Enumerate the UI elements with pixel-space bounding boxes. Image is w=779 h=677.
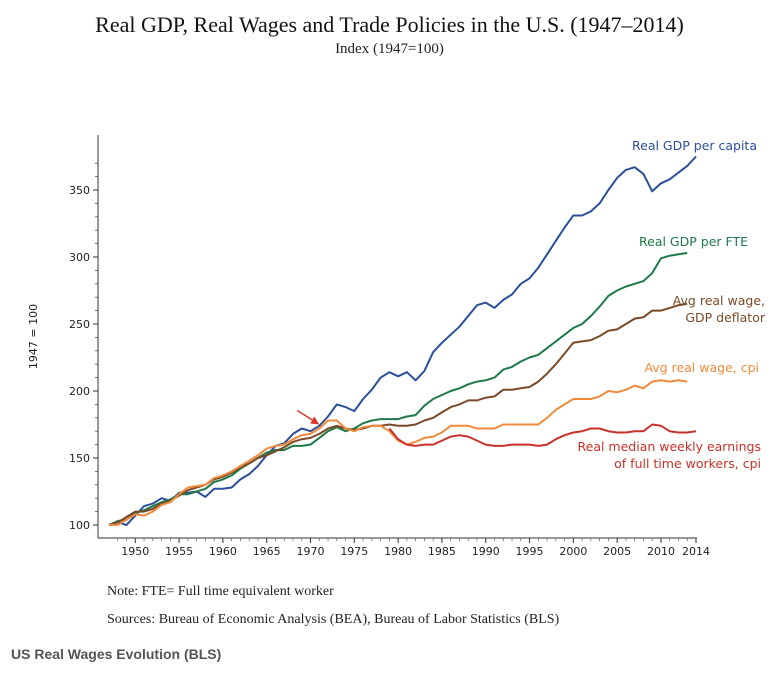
y-tick-label: 300 <box>69 251 90 264</box>
x-tick-label: 2014 <box>682 545 710 558</box>
x-tick-label: 1970 <box>297 545 325 558</box>
chart-title: Real GDP, Real Wages and Trade Policies … <box>95 12 684 37</box>
y-tick-label: 200 <box>69 385 90 398</box>
chart-subtitle: Index (1947=100) <box>335 41 444 57</box>
x-tick-label: 1995 <box>516 545 544 558</box>
series-label-5: Real median weekly earnings <box>578 439 761 454</box>
series-label-1: Real GDP per capita <box>632 138 757 153</box>
series-label-4: Avg real wage, cpi <box>644 360 759 375</box>
series-label-2: Real GDP per FTE <box>639 234 748 249</box>
series-line-5 <box>388 423 697 447</box>
x-tick-label: 1950 <box>121 545 149 558</box>
series-line-1 <box>108 155 697 526</box>
series-line-4 <box>109 379 688 526</box>
series-label-5: of full time workers, cpi <box>614 456 761 471</box>
x-tick-label: 1985 <box>428 545 456 558</box>
x-tick-label: 1960 <box>209 545 237 558</box>
line-chart: 100 150 200 250 300 350 1950 1955 1960 1965 1970 19… <box>27 135 766 558</box>
x-tick-label: 2000 <box>559 545 587 558</box>
x-tick-label: 1990 <box>472 545 500 558</box>
y-tick-label: 150 <box>69 452 90 465</box>
y-axis-label: 1947 = 100 <box>27 304 40 369</box>
image-caption: US Real Wages Evolution (BLS) <box>11 646 222 662</box>
y-tick-label: 250 <box>69 318 90 331</box>
x-tick-label: 1975 <box>340 545 368 558</box>
x-tick-label: 1980 <box>384 545 412 558</box>
x-tick-label: 1965 <box>253 545 281 558</box>
y-tick-label: 350 <box>69 184 90 197</box>
chart-sources: Sources: Bureau of Economic Analysis (BE… <box>107 612 560 627</box>
series-line-2 <box>108 252 688 526</box>
x-tick-label: 2010 <box>647 545 675 558</box>
chart-note: Note: FTE= Full time equivalent worker <box>107 584 334 599</box>
x-tick-label: 1955 <box>165 545 193 558</box>
y-tick-label: 100 <box>69 519 90 532</box>
x-tick-label: 2005 <box>603 545 631 558</box>
series-label-3: GDP deflator <box>685 310 766 325</box>
series-label-3: Avg real wage, <box>673 293 765 308</box>
annotation-arrow-head <box>310 416 320 425</box>
